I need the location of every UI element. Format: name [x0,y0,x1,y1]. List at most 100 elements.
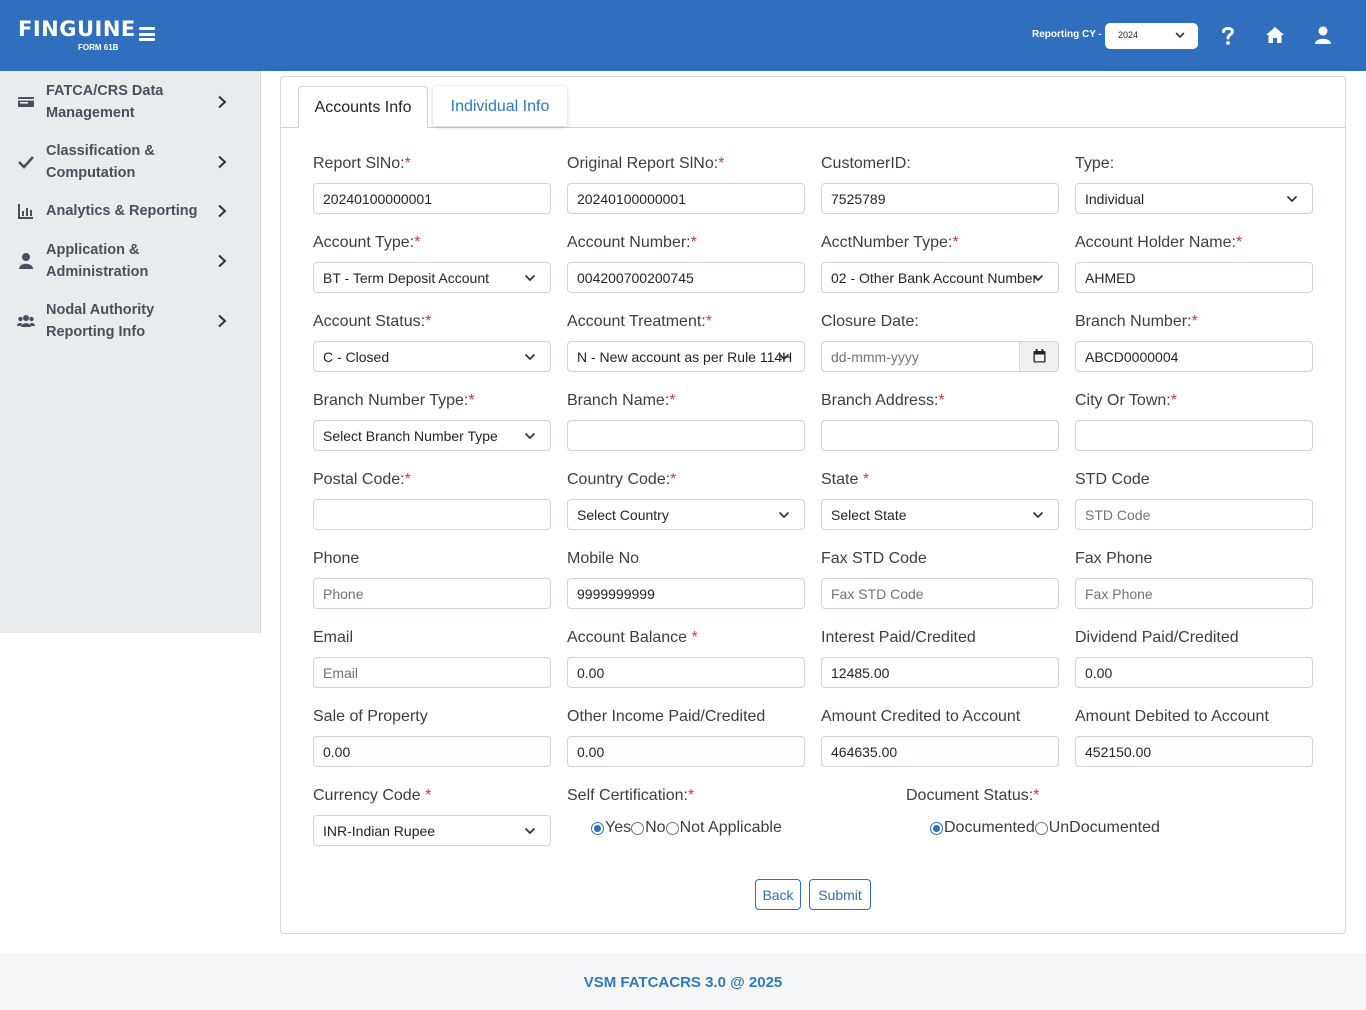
menu-toggle-icon[interactable] [139,27,155,41]
account-type-value: BT - Term Deposit Account [323,270,489,286]
calendar-button[interactable] [1019,342,1058,371]
type-label: Type: [1075,155,1115,172]
sidebar-item-analytics[interactable]: Analytics & Reporting [0,200,260,222]
footer: VSM FATCACRS 3.0 @ 2025 [0,953,1366,1010]
customer-id-input[interactable]: 7525789 [821,183,1059,214]
account-status-label: Account Status:* [313,313,432,330]
amount-debited-input[interactable]: 452150.00 [1075,736,1313,767]
account-balance-input[interactable]: 0.00 [567,657,805,688]
email-input[interactable]: Email [313,657,551,688]
document-status-radio-group: Documented UnDocumented [930,819,1160,837]
branch-name-label: Branch Name:* [567,392,676,409]
report-slno-input[interactable]: 20240100000001 [313,183,551,214]
account-form-card: Accounts Info Individual Info Report SlN… [280,76,1346,934]
sidebar-item-label: Management [46,105,135,121]
account-number-input[interactable]: 004200700200745 [567,262,805,293]
interest-paid-input[interactable]: 12485.00 [821,657,1059,688]
reporting-cy-select[interactable]: 2024 [1105,23,1198,49]
branch-number-type-label: Branch Number Type:* [313,392,475,409]
currency-code-select[interactable]: INR-Indian Rupee [313,815,551,846]
branch-address-input[interactable] [821,420,1059,451]
chevron-right-icon [218,314,227,328]
dividend-paid-input[interactable]: 0.00 [1075,657,1313,688]
phone-input[interactable]: Phone [313,578,551,609]
branch-name-input[interactable] [567,420,805,451]
acct-number-type-select[interactable]: 02 - Other Bank Account Number [821,262,1059,293]
chevron-right-icon [218,254,227,268]
doc-status-undocumented-radio[interactable] [1034,821,1048,835]
sidebar: FATCA/CRS Data Management Classification … [0,71,261,633]
calendar-icon [1033,349,1046,363]
sidebar-item-fatca-crs-data[interactable]: FATCA/CRS Data Management [0,80,260,124]
type-select-value: Individual [1085,191,1145,207]
account-type-select[interactable]: BT - Term Deposit Account [313,262,551,293]
chevron-down-icon [778,353,790,361]
app-logo[interactable]: FINGUINE FORM 61B [18,18,136,52]
doc-status-documented-radio[interactable] [930,821,943,835]
reporting-cy-value: 2024 [1118,30,1139,40]
sidebar-item-label: Classification & [46,143,155,159]
fax-std-code-label: Fax STD Code [821,550,927,567]
chevron-right-icon [218,95,227,109]
tab-individual-info[interactable]: Individual Info [433,86,567,126]
chart-icon [18,204,33,219]
chevron-down-icon [778,511,790,519]
state-select[interactable]: Select State [821,499,1059,530]
city-or-town-label: City Or Town:* [1075,392,1177,409]
user-profile-icon[interactable] [1312,24,1334,46]
branch-number-type-select[interactable]: Select Branch Number Type [313,420,551,451]
fax-phone-input[interactable]: Fax Phone [1075,578,1313,609]
original-report-slno-input[interactable]: 20240100000001 [567,183,805,214]
check-icon [18,156,34,169]
std-code-input[interactable]: STD Code [1075,499,1313,530]
interest-paid-label: Interest Paid/Credited [821,629,976,646]
amount-credited-input[interactable]: 464635.00 [821,736,1059,767]
account-number-label: Account Number:* [567,234,697,251]
country-code-select[interactable]: Select Country [567,499,805,530]
home-icon[interactable] [1264,24,1286,46]
user-icon [19,253,33,269]
chevron-down-icon [1286,195,1298,203]
sidebar-item-classification[interactable]: Classification & Computation [0,140,260,184]
chevron-down-icon [524,274,536,282]
help-icon[interactable] [1217,24,1239,46]
account-treatment-value: N - New account as per Rule 114H [577,349,793,365]
tab-accounts-info[interactable]: Accounts Info [298,86,428,128]
self-cert-no-radio[interactable] [631,821,645,835]
chevron-down-icon [1032,511,1044,519]
account-holder-name-label: Account Holder Name:* [1075,234,1243,251]
account-holder-name-input[interactable]: AHMED [1075,262,1313,293]
report-slno-label: Report SlNo:* [313,155,411,172]
other-income-input[interactable]: 0.00 [567,736,805,767]
chevron-right-icon [218,155,227,169]
sidebar-item-nodal-authority[interactable]: Nodal Authority Reporting Info [0,299,260,343]
acct-number-type-label: AcctNumber Type:* [821,234,959,251]
back-button[interactable]: Back [755,879,801,910]
sidebar-item-application-admin[interactable]: Application & Administration [0,239,260,283]
type-select[interactable]: Individual [1075,183,1313,214]
sidebar-item-label: Application & [46,242,140,258]
self-cert-no-label: No [645,819,666,836]
state-label: State * [821,471,870,488]
fax-phone-label: Fax Phone [1075,550,1153,567]
chevron-down-icon [524,353,536,361]
self-cert-na-radio[interactable] [665,821,679,835]
country-code-label: Country Code:* [567,471,677,488]
self-cert-yes-radio[interactable] [591,821,604,835]
branch-number-type-value: Select Branch Number Type [323,428,498,444]
city-or-town-input[interactable] [1075,420,1313,451]
branch-number-input[interactable]: ABCD0000004 [1075,341,1313,372]
mobile-no-label: Mobile No [567,550,640,567]
account-treatment-select[interactable]: N - New account as per Rule 114H [567,341,805,372]
submit-button[interactable]: Submit [809,879,871,910]
sale-of-property-input[interactable]: 0.00 [313,736,551,767]
mobile-no-input[interactable]: 9999999999 [567,578,805,609]
amount-debited-label: Amount Debited to Account [1075,708,1269,725]
other-income-label: Other Income Paid/Credited [567,708,766,725]
account-status-select[interactable]: C - Closed [313,341,551,372]
account-treatment-label: Account Treatment:* [567,313,712,330]
postal-code-input[interactable] [313,499,551,530]
closure-date-input[interactable]: dd-mmm-yyyy [821,341,1059,372]
doc-status-undocumented-label: UnDocumented [1048,819,1160,836]
fax-std-code-input[interactable]: Fax STD Code [821,578,1059,609]
